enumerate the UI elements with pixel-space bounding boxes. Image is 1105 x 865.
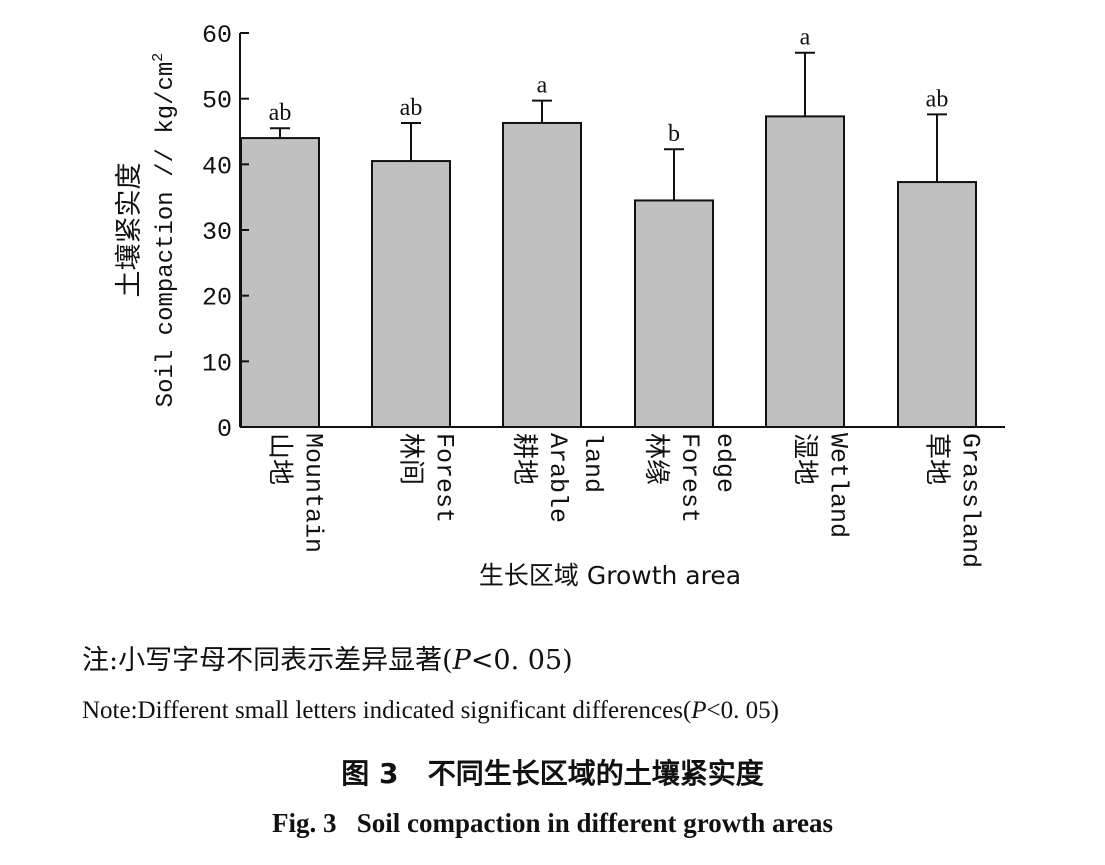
x-category-label-cn: 耕地 (509, 433, 539, 485)
x-category-label-en: Mountain (299, 433, 328, 553)
x-labels-group: 山地 Mountain 林间 Forest 耕地 Arable land 林缘 Forest ed… (265, 433, 985, 568)
y-axis-title: 土壤紧实度 Soil compaction // kg/cm2 (114, 53, 180, 408)
axes-group (239, 33, 1005, 428)
y-tick-label: 20 (202, 284, 232, 313)
y-tick-label: 40 (202, 152, 232, 181)
x-category-label-en: Grassland (956, 433, 985, 568)
x-category-label-en: land (578, 433, 607, 493)
x-category-label-cn: 草地 (922, 433, 952, 485)
x-category-label-en: Forest (430, 433, 459, 523)
x-category-label-en: Arable (543, 433, 572, 523)
significance-letter: ab (926, 86, 949, 112)
y-axis-title-cn: 土壤紧实度 (114, 163, 145, 298)
x-category-label-cn: 山地 (265, 433, 295, 485)
significance-letter: ab (269, 100, 292, 126)
bar (371, 160, 451, 429)
bar (765, 115, 845, 428)
y-tick-label: 60 (202, 21, 232, 50)
y-axis-title-sup: 2 (150, 53, 167, 62)
figure-caption-chinese: 图 3 不同生长区域的土壤紧实度 (341, 757, 764, 790)
bar (502, 121, 582, 428)
figure-caption-english: Fig. 3 Soil compaction in different grow… (272, 808, 833, 838)
x-category-label-en: Wetland (824, 433, 853, 538)
y-axis-title-en: Soil compaction // kg/cm2 (150, 53, 180, 408)
significance-letter: ab (400, 95, 423, 121)
significance-letter: a (537, 73, 548, 99)
x-category-label-cn: 林间 (396, 433, 426, 485)
significance-letter: b (668, 121, 680, 147)
note-chinese: 注:小写字母不同表示差异显著(P<0. 05) (82, 645, 573, 676)
x-axis-title: 生长区域 Growth area (479, 561, 741, 590)
y-tick-label: 10 (202, 349, 232, 378)
y-ticks-group: 0 10 20 30 40 50 60 (202, 21, 249, 444)
bar (897, 181, 977, 428)
y-tick-label: 30 (202, 218, 232, 247)
x-category-label-en: Forest (675, 433, 704, 523)
bar (634, 199, 714, 428)
y-tick-label: 50 (202, 87, 232, 116)
y-tick-label: 0 (217, 415, 232, 444)
significance-letter: a (800, 25, 811, 51)
bar (240, 137, 320, 428)
note-english: Note:Different small letters indicated s… (82, 697, 779, 724)
x-category-label-cn: 湿地 (790, 433, 820, 485)
x-category-label-en: edge (710, 433, 739, 493)
x-category-label-cn: 林缘 (641, 433, 671, 485)
